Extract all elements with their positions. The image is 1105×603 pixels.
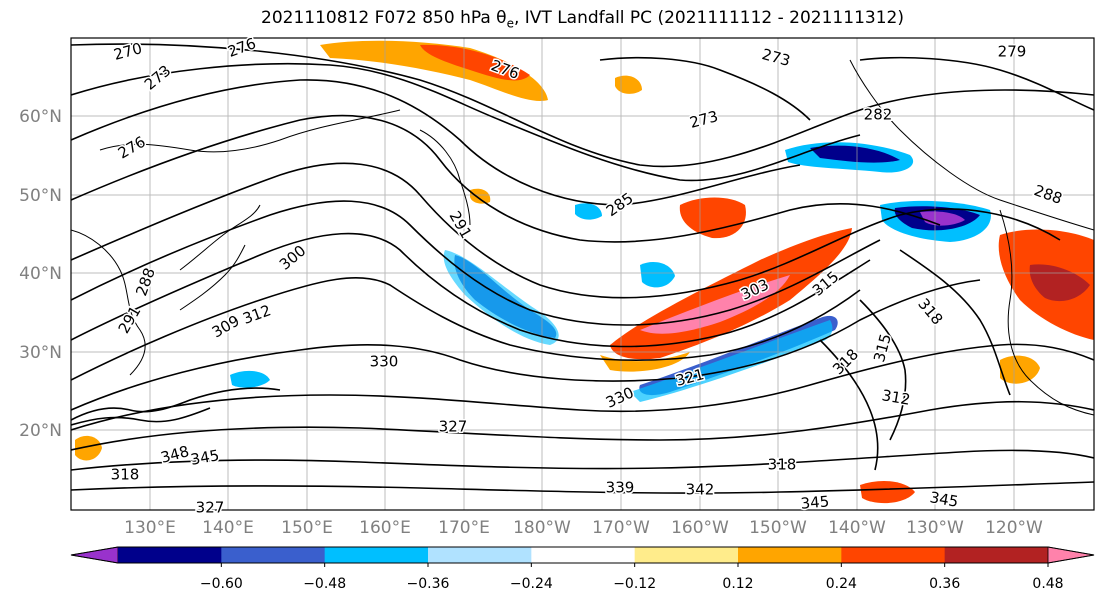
longitude-label: 150°E [281, 518, 333, 538]
contour-label: 318 [111, 466, 140, 484]
colorbar-segment [738, 547, 842, 563]
colorbar: −0.60 −0.48 −0.36 −0.24 −0.12 0.12 0.24 0.36 0.4… [70, 546, 1095, 592]
positive-anomaly-west [75, 435, 102, 461]
map-title: 2021110812 F072 850 hPa θe, IVT Landfall… [261, 8, 904, 31]
longitude-label: 170°E [438, 518, 490, 538]
colorbar-segment [841, 547, 946, 563]
positive-anomaly-north-core [420, 44, 530, 81]
colorbar-segment [324, 547, 429, 563]
colorbar-tick-label: −0.12 [613, 576, 656, 592]
longitude-labels: 130°E 140°E 150°E 160°E 170°E 180°W 170°W 160°W… [124, 518, 1043, 538]
colorbar-segment [944, 547, 1049, 563]
contour-label: 279 [998, 43, 1027, 61]
colorbar-tick-label: 0.36 [929, 576, 960, 592]
latitude-label: 40°N [19, 264, 62, 284]
latitude-label: 60°N [19, 107, 62, 127]
positive-anomaly-south [860, 480, 915, 504]
contour-label: 318 [768, 456, 797, 474]
graticule [71, 38, 1094, 510]
contour-label: 342 [686, 481, 715, 499]
colorbar-tick-label: −0.60 [200, 576, 243, 592]
colorbar-tick-label: 0.48 [1032, 576, 1063, 592]
latitude-label: 50°N [19, 186, 62, 206]
theta-e-contours [71, 43, 1094, 494]
negative-anomaly-northeast-dark [810, 145, 900, 163]
contour-label: 327 [196, 499, 225, 517]
colorbar-segment [531, 547, 636, 563]
contour-label: 330 [370, 353, 399, 371]
negative-anomaly-west [230, 370, 270, 388]
longitude-label: 170°W [592, 518, 650, 538]
negative-anomaly-central-light [443, 250, 559, 345]
colorbar-tick-label: −0.24 [510, 576, 553, 592]
longitude-label: 120°W [985, 518, 1043, 538]
colorbar-segment [428, 547, 532, 563]
longitude-label: 150°W [749, 518, 807, 538]
colorbar-segment [221, 547, 326, 563]
map-frame [70, 37, 1095, 511]
positive-anomaly-central-outer [600, 352, 690, 372]
map-area [71, 38, 1094, 510]
positive-anomaly-east-dark [1029, 264, 1090, 302]
negative-anomaly-small-2 [575, 203, 602, 220]
colorbar-extend-min [70, 546, 119, 564]
positive-anomaly-upper [679, 197, 746, 239]
positive-anomaly-small [615, 75, 642, 94]
colorbar-segment [118, 547, 222, 563]
positive-anomaly-north [320, 40, 548, 101]
contour-label: 282 [864, 106, 893, 124]
colorbar-tick-label: −0.48 [303, 576, 346, 592]
positive-anomaly-central-pink [640, 275, 790, 334]
latitude-label: 20°N [19, 421, 62, 441]
contour-label: 345 [189, 446, 220, 469]
latitude-label: 30°N [19, 343, 62, 363]
colorbar-segment [634, 547, 739, 563]
contour-label: 339 [606, 479, 635, 497]
longitude-label: 160°E [359, 518, 411, 538]
colorbar-tick-label: −0.36 [407, 576, 450, 592]
colorbar-tick-label: 0.24 [826, 576, 857, 592]
contour-label: 345 [800, 492, 830, 512]
negative-anomaly-small [640, 262, 675, 288]
latitude-labels: 60°N 50°N 40°N 30°N 20°N [19, 107, 62, 441]
negative-anomaly-band-light [630, 320, 833, 402]
positive-anomaly-small-2 [470, 188, 491, 204]
longitude-label: 140°E [202, 518, 254, 538]
positive-anomaly-southeast [1000, 355, 1040, 384]
colorbar-extend-max [1047, 546, 1095, 564]
map-content [71, 38, 1094, 510]
colorbar-outline [70, 546, 1095, 564]
longitude-label: 140°W [828, 518, 886, 538]
colorbar-tick-label: 0.12 [722, 576, 753, 592]
contour-label: 327 [439, 418, 468, 436]
longitude-label: 130°E [124, 518, 176, 538]
coastlines [71, 59, 1094, 416]
longitude-label: 160°W [671, 518, 729, 538]
longitude-label: 180°W [513, 518, 571, 538]
longitude-label: 130°W [906, 518, 964, 538]
